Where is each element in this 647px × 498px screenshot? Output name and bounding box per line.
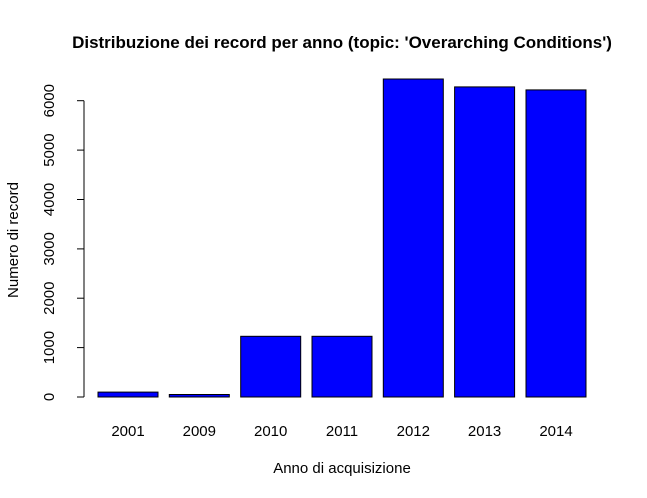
x-axis-tick-labels: 2001 2009 2010 2011 2012 2013 2014 (111, 423, 572, 440)
x-tick-label: 2012 (397, 423, 430, 440)
x-tick-label: 2009 (183, 423, 216, 440)
x-tick-label: 2001 (111, 423, 144, 440)
y-tick-label: 0 (41, 393, 58, 401)
y-tick-label: 4000 (41, 183, 58, 216)
y-tick-label: 5000 (41, 133, 58, 166)
y-tick-label: 3000 (41, 232, 58, 265)
x-tick-label: 2013 (468, 423, 501, 440)
bars-group (97, 78, 587, 398)
y-axis-label: Numero di record (5, 182, 22, 298)
bar-2009 (168, 394, 230, 398)
y-tick-label: 2000 (41, 282, 58, 315)
y-axis: 0 1000 2000 3000 4000 5000 6000 (41, 84, 85, 401)
x-tick-label: 2014 (539, 423, 572, 440)
y-tick-label: 6000 (41, 84, 58, 117)
x-axis-label: Anno di acquisizione (273, 460, 411, 477)
bar-2014 (525, 89, 587, 398)
bar-2010 (240, 335, 302, 398)
bar-2013 (454, 86, 516, 398)
x-tick-label: 2010 (254, 423, 287, 440)
y-tick-label: 1000 (41, 331, 58, 364)
x-tick-label: 2011 (326, 423, 358, 440)
bar-2012 (382, 78, 444, 398)
chart-title: Distribuzione dei record per anno (topic… (72, 33, 612, 52)
bar-2011 (311, 335, 373, 398)
bar-2001 (97, 391, 159, 398)
